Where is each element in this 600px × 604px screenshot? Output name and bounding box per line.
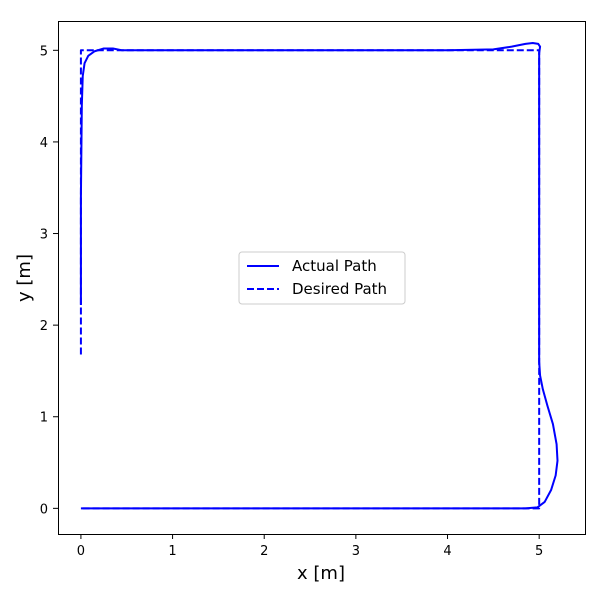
y-tick-label: 4	[40, 136, 48, 151]
actual-path-line	[79, 41, 559, 510]
y-tick-label: 5	[40, 44, 48, 59]
plot-frame	[58, 21, 586, 535]
x-tick-label: 0	[77, 544, 85, 559]
legend-box	[238, 251, 406, 305]
desired-path-line	[79, 49, 541, 510]
x-tick-label: 3	[352, 544, 360, 559]
plot-area	[79, 41, 559, 510]
legend-actual-path-label: Actual Path	[292, 257, 377, 275]
y-tick-label: 1	[40, 411, 48, 426]
y-axis-label: y [m]	[14, 254, 35, 302]
legend: Actual Path Desired Path	[238, 251, 406, 305]
x-tick-label: 4	[443, 544, 451, 559]
x-tick-label: 2	[260, 544, 268, 559]
axis-ticks: 0 1 2 3 4 5 0 1 2 3 4 5	[40, 44, 544, 559]
legend-desired-path-label: Desired Path	[292, 280, 387, 298]
x-axis-label: x [m]	[297, 563, 345, 584]
y-tick-label: 3	[40, 228, 48, 243]
x-tick-label: 1	[168, 544, 176, 559]
y-tick-label: 2	[40, 319, 48, 334]
y-tick-label: 0	[40, 502, 48, 517]
x-tick-label: 5	[535, 544, 543, 559]
